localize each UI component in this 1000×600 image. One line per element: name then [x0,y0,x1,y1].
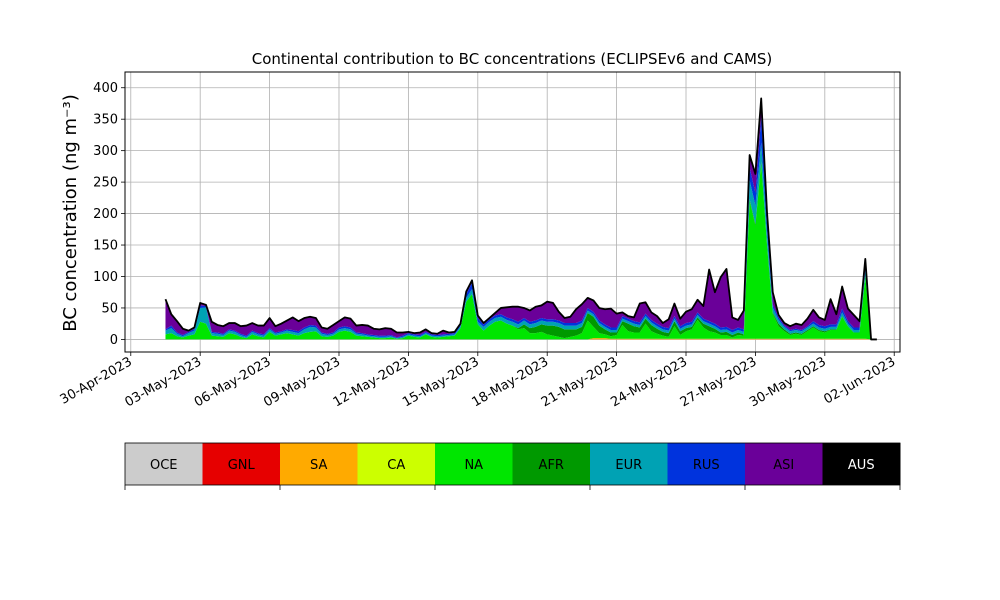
legend-label-aus: AUS [848,458,875,473]
y-axis: 0 50 100 150 200 250 300 350 400 [93,81,125,348]
legend-label-ca: CA [387,458,405,473]
y-tick-label: 100 [93,270,118,285]
legend-label-gnl: GNL [228,458,256,473]
y-tick-label: 300 [93,144,118,159]
legend-label-afr: AFR [539,458,564,473]
legend-label-asi: ASI [773,458,794,473]
stacked-areas [165,98,877,340]
legend-swatch-ca [357,443,436,485]
legend-swatch-gnl [202,443,281,485]
legend-swatch-oce [125,443,203,485]
y-tick-label: 250 [93,176,118,191]
legend-swatch-asi [745,443,823,485]
y-tick-label: 200 [93,207,118,222]
legend-swatch-aus [822,443,901,485]
area-sa [165,338,877,340]
legend-label-rus: RUS [693,458,720,473]
legend-swatch-afr [512,443,591,485]
legend-swatch-na [435,443,513,485]
y-tick-label: 0 [110,333,118,348]
y-tick-label: 50 [101,301,118,316]
chart-title: Continental contribution to BC concentra… [252,50,773,68]
legend-label-sa: SA [310,458,327,473]
legend-swatch-sa [280,443,358,485]
y-tick-label: 150 [93,239,118,254]
legend-swatch-eur [590,443,668,485]
y-tick-label: 400 [93,81,118,96]
total-line-layer [164,97,877,341]
legend: OCE GNL SA CA NA AFR EUR RUS ASI AUS [124,442,901,490]
y-axis-label: BC concentration (ng m⁻³) [60,94,81,332]
legend-label-eur: EUR [615,458,642,473]
y-tick-label: 350 [93,113,118,128]
legend-label-na: NA [464,458,483,473]
legend-swatch-rus [667,443,746,485]
legend-frame [124,442,901,486]
plot-frame [124,71,901,353]
legend-label-oce: OCE [150,458,178,473]
total-line [164,97,877,341]
grid [125,72,900,352]
